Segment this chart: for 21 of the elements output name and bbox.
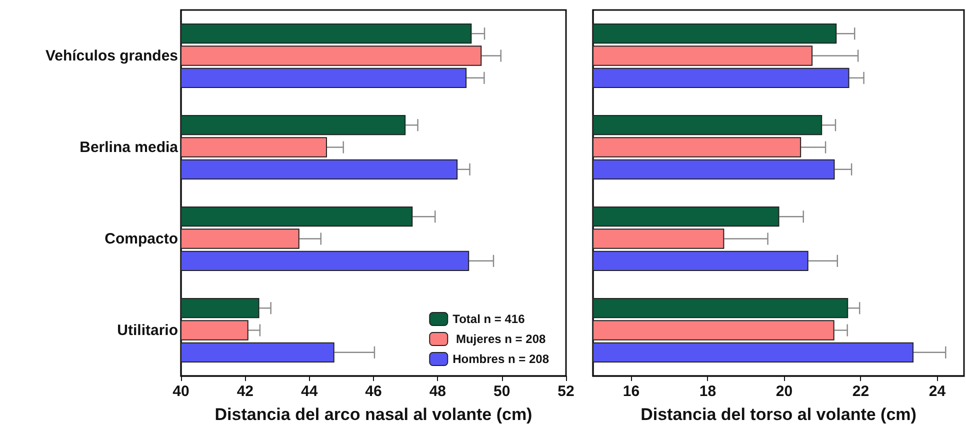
x-tick-label: 48	[429, 383, 446, 400]
x-tick-label: 22	[852, 383, 870, 400]
x-tick-label: 52	[558, 383, 574, 400]
x-tick-label: 44	[300, 383, 318, 400]
y-tick-label: Compacto	[104, 230, 178, 248]
x-axis-title: Distancia del torso al volante (cm)	[640, 405, 916, 424]
y-tick-label: Utilitario	[117, 322, 178, 339]
x-tick-label: 50	[493, 383, 510, 400]
y-tick-label: Berlina media	[80, 138, 179, 156]
legend-label: Mujeres n = 208	[452, 332, 546, 346]
x-axis-title: Distancia del arco nasal al volante (cm)	[214, 405, 532, 424]
legend-label: Hombres n = 208	[452, 352, 550, 366]
x-tick-label: 20	[776, 383, 793, 400]
legend-label: Total n = 416	[452, 312, 526, 326]
y-tick-label: Vehículos grandes	[45, 47, 178, 64]
x-tick-label: 46	[365, 383, 382, 400]
x-tick-label: 18	[699, 383, 716, 400]
x-tick-label: 24	[928, 383, 946, 400]
x-tick-label: 40	[172, 383, 190, 400]
x-tick-label: 16	[622, 383, 640, 400]
x-tick-label: 42	[236, 383, 254, 400]
